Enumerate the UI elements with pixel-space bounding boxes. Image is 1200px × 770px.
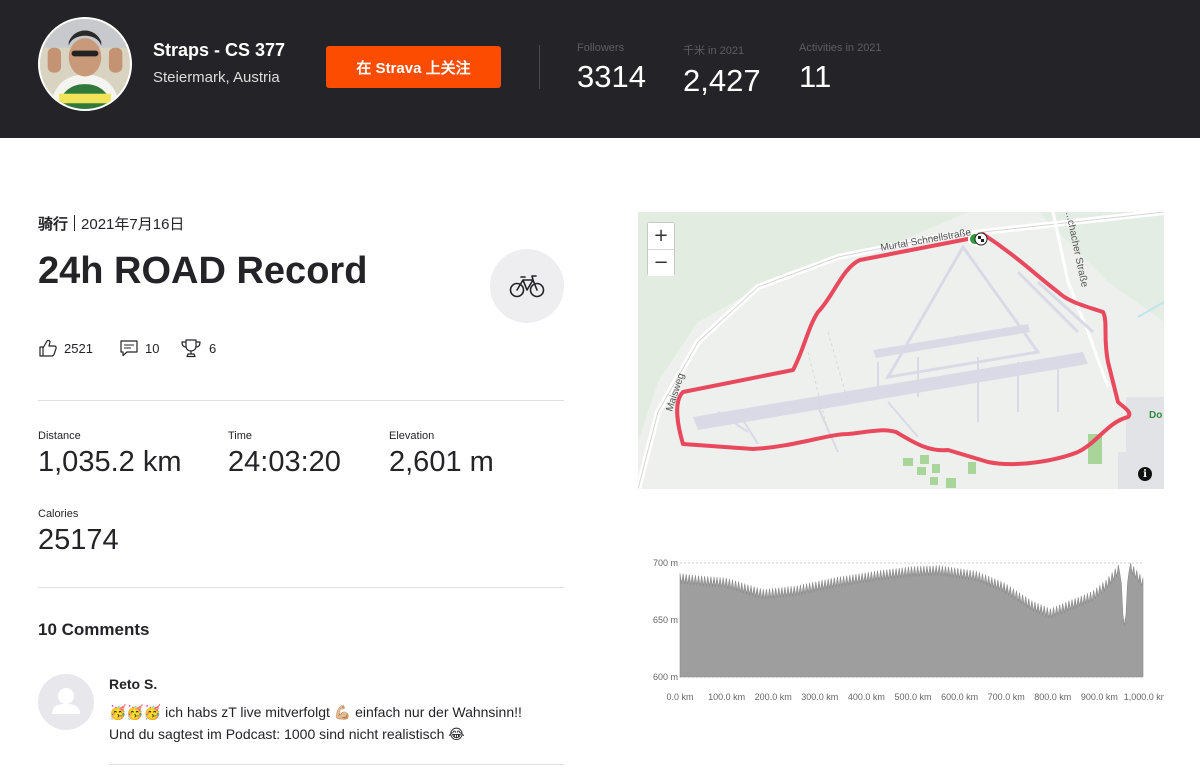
comments-title: 10 Comments: [38, 620, 150, 639]
follow-on-strava-button[interactable]: 在 Strava 上关注: [326, 46, 501, 88]
athlete-name[interactable]: Straps - CS 377: [153, 40, 286, 60]
comments-count: 10: [145, 340, 160, 356]
metric-label: Elevation: [389, 430, 435, 442]
map-zoom-control: + −: [647, 222, 675, 276]
metric-value: 24:03:20: [228, 446, 341, 478]
achievements-button[interactable]: 6: [179, 338, 216, 358]
zoom-divider: [648, 249, 674, 250]
stat-value: 11: [799, 59, 832, 94]
athlete-header: Straps - CS 377 Steiermark, Austria 在 St…: [0, 0, 1200, 138]
map-canvas: [638, 212, 1164, 489]
metric-elevation: Elevation 2,601 m: [389, 430, 494, 479]
athlete-photo: [40, 19, 130, 109]
zoom-in-button[interactable]: +: [648, 223, 674, 249]
trophy-icon: [181, 339, 201, 358]
metric-label: Calories: [38, 508, 79, 520]
type-date-separator: [74, 215, 76, 231]
map-info-icon[interactable]: i: [1138, 467, 1152, 481]
athlete-avatar[interactable]: [38, 17, 132, 111]
user-placeholder-icon: [52, 688, 80, 714]
x-tick-label: 400.0 km: [848, 692, 885, 702]
comment-text: 🥳🥳🥳 ich habs zT live mitverfolgt 💪🏼 einf…: [109, 701, 569, 745]
comment-line: 🥳🥳🥳 ich habs zT live mitverfolgt 💪🏼 einf…: [109, 704, 522, 720]
kudos-button[interactable]: 2521: [38, 338, 93, 358]
stat-followers: Followers 3314: [577, 42, 646, 95]
sport-type-badge: [490, 249, 564, 323]
elevation-profile[interactable]: 700 m 650 m 600 m 0.0 km 100.0 km 200.0 km 30…: [638, 550, 1164, 710]
metric-label: Time: [228, 430, 253, 442]
metric-value: 1,035.2 km: [38, 446, 182, 478]
comment-line: Und du sagtest im Podcast: 1000 sind nic…: [109, 726, 465, 742]
metric-label: Distance: [38, 430, 81, 442]
metric-value: 2,601 m: [389, 446, 494, 478]
athlete-location: Steiermark, Austria: [153, 69, 280, 86]
x-tick-label: 600.0 km: [941, 692, 978, 702]
stat-value: 3314: [577, 59, 646, 94]
x-tick-label: 700.0 km: [988, 692, 1025, 702]
x-tick-label: 500.0 km: [894, 692, 931, 702]
stat-label: 千米 in 2021: [683, 45, 745, 57]
x-tick-label: 800.0 km: [1034, 692, 1071, 702]
stat-label: Activities in 2021: [799, 42, 882, 54]
elevation-y-axis: 700 m 650 m 600 m: [653, 558, 678, 682]
activity-title: 24h ROAD Record: [38, 250, 368, 292]
metric-calories: Calories 25174: [38, 508, 119, 557]
metric-distance: Distance 1,035.2 km: [38, 430, 181, 479]
kudos-count: 2521: [64, 340, 93, 356]
x-tick-label: 1,000.0 km: [1124, 692, 1164, 702]
elevation-x-axis: 0.0 km 100.0 km 200.0 km 300.0 km 400.0 km 50…: [666, 692, 1164, 702]
route-map[interactable]: Murtal Schnellstraße ...chacher Straße M…: [638, 212, 1164, 489]
y-tick-label: 600 m: [653, 672, 678, 682]
divider: [38, 400, 564, 401]
x-tick-label: 0.0 km: [666, 692, 693, 702]
x-tick-label: 300.0 km: [801, 692, 838, 702]
elevation-area: [679, 562, 1144, 678]
divider: [38, 587, 564, 588]
comments-button[interactable]: 10: [119, 338, 159, 358]
comment-author[interactable]: Reto S.: [109, 676, 158, 692]
x-tick-label: 200.0 km: [755, 692, 792, 702]
activity-type: 骑行: [38, 216, 69, 233]
comment-icon: [120, 340, 138, 357]
header-divider: [539, 45, 540, 89]
stat-km-year: 千米 in 2021 2,427: [683, 42, 761, 99]
map-place-label: Do: [1149, 410, 1163, 421]
metric-value: 25174: [38, 524, 119, 556]
y-tick-label: 700 m: [653, 558, 678, 568]
thumbs-up-icon: [39, 339, 57, 357]
activity-type-date: 骑行 2021年7月16日: [38, 213, 184, 234]
stat-value: 2,427: [683, 63, 761, 98]
stat-activities-year: Activities in 2021 11: [799, 42, 882, 95]
x-tick-label: 900.0 km: [1081, 692, 1118, 702]
bike-icon: [509, 275, 545, 298]
achievements-count: 6: [209, 340, 217, 356]
activity-date: 2021年7月16日: [81, 216, 185, 233]
metric-time: Time 24:03:20: [228, 430, 341, 479]
comment-avatar[interactable]: [38, 674, 94, 730]
y-tick-label: 650 m: [653, 615, 678, 625]
zoom-out-button[interactable]: −: [648, 250, 674, 276]
x-tick-label: 100.0 km: [708, 692, 745, 702]
comment-divider: [109, 764, 564, 765]
stat-label: Followers: [577, 42, 625, 54]
